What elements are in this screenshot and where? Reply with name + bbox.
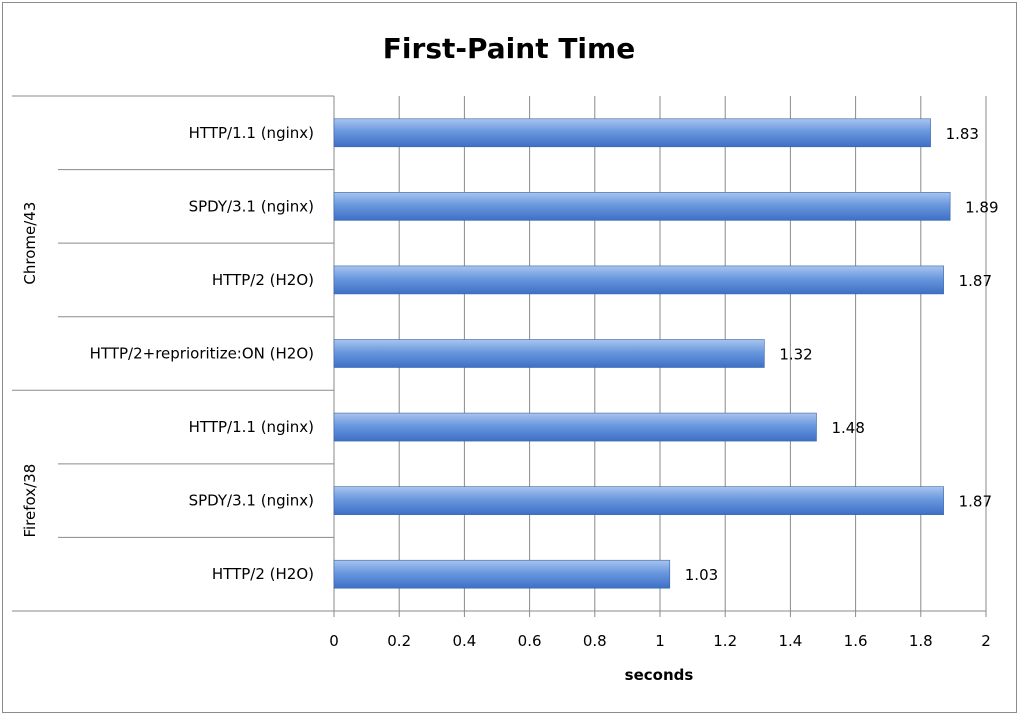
data-label: 1.03 [685,566,718,584]
x-tick-label: 0.2 [387,632,411,650]
category-label: HTTP/2 (H2O) [212,565,314,583]
chart-title: First-Paint Time [383,32,635,65]
data-label: 1.89 [965,198,998,216]
data-label: 1.87 [959,272,992,290]
category-label: HTTP/2+reprioritize:ON (H2O) [90,345,314,363]
x-tick-label: 0.6 [518,632,542,650]
data-label: 1.83 [946,125,979,143]
category-label: SPDY/3.1 (nginx) [189,197,314,215]
category-axis: Chrome/43 Firefox/38 HTTP/1.1 (nginx) SPDY/… [12,95,335,612]
bar [333,412,817,442]
bar [333,559,671,589]
bar [333,486,944,515]
x-tick-label: 2 [981,632,991,650]
x-tick-label: 1.2 [713,632,737,650]
category-label: HTTP/2 (H2O) [212,271,314,289]
bar [333,339,765,368]
bars [333,118,951,589]
bar [333,192,951,221]
category-label: HTTP/1.1 (nginx) [189,124,314,142]
bar [333,265,944,295]
x-tick-label: 1.8 [909,632,933,650]
data-labels: 1.83 1.89 1.87 1.32 1.48 1.87 1.03 [685,125,999,584]
group-label: Firefox/38 [21,464,39,538]
data-label: 1.48 [831,419,864,437]
x-tick-label: 1 [655,632,665,650]
group-label: Chrome/43 [21,202,39,285]
bar [333,118,931,148]
category-label: SPDY/3.1 (nginx) [189,492,314,510]
x-axis-label: seconds [625,666,694,684]
x-tick-label: 0.4 [452,632,476,650]
x-tick-label: 1.4 [778,632,802,650]
x-axis-ticks: 0 0.2 0.4 0.6 0.8 1 1.2 1.4 1.6 1.8 2 [329,611,991,650]
data-label: 1.32 [779,346,812,364]
x-tick-label: 1.6 [844,632,868,650]
category-label: HTTP/1.1 (nginx) [189,418,314,436]
data-label: 1.87 [959,493,992,511]
x-tick-label: 0 [329,632,339,650]
x-tick-label: 0.8 [583,632,607,650]
